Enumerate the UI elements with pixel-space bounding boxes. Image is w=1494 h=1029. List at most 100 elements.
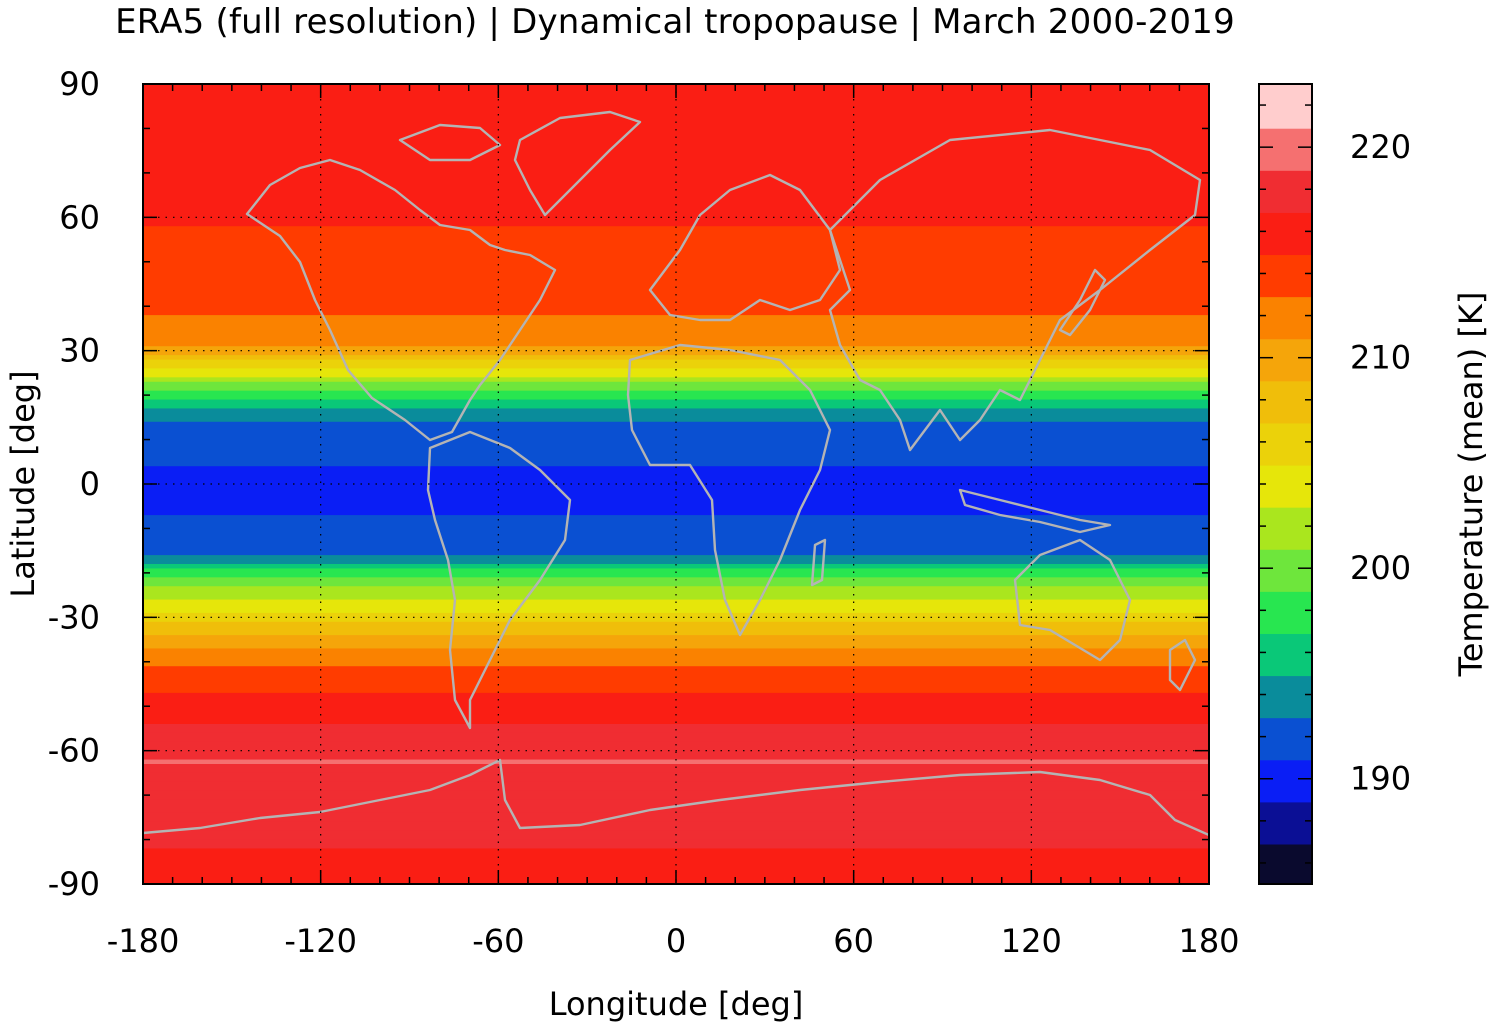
temperature-strip <box>143 755 1209 761</box>
temperature-strip <box>143 346 1209 352</box>
temperature-strip <box>143 230 1209 236</box>
temperature-strip <box>143 790 1209 796</box>
coastline-japan <box>1058 268 1107 337</box>
colorbar-swatch <box>1259 212 1312 256</box>
temperature-strip <box>143 812 1209 818</box>
x-tick-label: 60 <box>833 922 874 960</box>
temperature-strip <box>143 190 1209 196</box>
temperature-strip <box>143 150 1209 156</box>
coastline-south-america <box>426 430 572 730</box>
temperature-strip <box>143 746 1209 752</box>
y-tick-label: 60 <box>59 198 100 236</box>
coastline-madagascar <box>810 538 827 587</box>
temperature-strip <box>143 488 1209 494</box>
temperature-strip <box>143 266 1209 272</box>
temperature-strip <box>143 759 1209 765</box>
temperature-strip <box>143 648 1209 654</box>
temperature-strip <box>143 808 1209 814</box>
temperature-strip <box>143 386 1209 392</box>
temperature-strip <box>143 186 1209 192</box>
temperature-strip <box>143 177 1209 183</box>
temperature-strip <box>143 724 1209 730</box>
temperature-strip <box>143 124 1209 130</box>
temperature-strip <box>143 310 1209 316</box>
temperature-strip <box>143 408 1209 414</box>
colorbar-swatch <box>1259 296 1312 340</box>
temperature-strip <box>143 670 1209 676</box>
temperature-strip <box>143 786 1209 792</box>
coastline-asia <box>828 128 1202 452</box>
colorbar-swatch <box>1259 759 1312 803</box>
temperature-strip <box>143 639 1209 645</box>
temperature-strip <box>143 439 1209 445</box>
temperature-strip <box>143 777 1209 783</box>
colorbar-tick-label: 190 <box>1350 760 1411 798</box>
temperature-strip <box>143 799 1209 805</box>
temperature-strip <box>143 426 1209 432</box>
temperature-strip <box>143 377 1209 383</box>
temperature-strip <box>143 821 1209 827</box>
colorbar-swatch <box>1259 675 1312 719</box>
temperature-strip <box>143 586 1209 592</box>
temperature-strip <box>143 537 1209 543</box>
temperature-strip <box>143 492 1209 498</box>
temperature-strip <box>143 159 1209 165</box>
coastline-indonesia <box>958 488 1112 534</box>
coastline-australia <box>1013 538 1132 662</box>
axis-ticks <box>142 83 1210 885</box>
temperature-strip <box>143 568 1209 574</box>
temperature-strip <box>143 115 1209 121</box>
temperature-strip <box>143 226 1209 232</box>
temperature-strip <box>143 324 1209 330</box>
temperature-strip <box>143 484 1209 490</box>
temperature-strip <box>143 595 1209 601</box>
colorbar-swatch <box>1259 84 1312 129</box>
temperature-strip <box>143 581 1209 587</box>
temperature-strip <box>143 679 1209 685</box>
temperature-strip <box>143 466 1209 472</box>
temperature-strip <box>143 244 1209 250</box>
colorbar-swatch <box>1259 717 1312 761</box>
coastline-arctic-islands <box>398 123 502 162</box>
temperature-strip <box>143 257 1209 263</box>
temperature-strip <box>143 364 1209 370</box>
temperature-strip <box>143 630 1209 636</box>
coastline-antarctica <box>143 758 1209 837</box>
y-tick-label: 0 <box>80 465 100 503</box>
y-tick-label: 30 <box>59 332 100 370</box>
temperature-strip <box>143 852 1209 858</box>
temperature-strip <box>143 421 1209 427</box>
colorbar <box>1258 83 1313 885</box>
temperature-strip <box>143 235 1209 241</box>
temperature-strip <box>143 666 1209 672</box>
temperature-strip <box>143 510 1209 516</box>
temperature-strip <box>143 541 1209 547</box>
temperature-strip <box>143 132 1209 138</box>
colorbar-swatch <box>1259 170 1312 213</box>
colorbar-swatch <box>1259 801 1312 845</box>
colorbar-swatch <box>1259 338 1312 382</box>
temperature-strip <box>143 355 1209 361</box>
temperature-strip <box>143 430 1209 436</box>
temperature-strip <box>143 350 1209 356</box>
colorbar-swatch <box>1259 507 1312 550</box>
temperature-strip <box>143 297 1209 303</box>
temperature-strip <box>143 612 1209 618</box>
temperature-strip <box>143 519 1209 525</box>
coastline-africa <box>626 343 832 637</box>
temperature-strip <box>143 137 1209 143</box>
temperature-strip <box>143 692 1209 698</box>
temperature-strip <box>143 204 1209 210</box>
colorbar-label: Temperature (mean) [K] <box>1452 292 1490 678</box>
x-tick-labels: -180 -120 -60 0 60 120 180 <box>107 922 1240 960</box>
temperature-strip <box>143 710 1209 716</box>
x-tick-label: 120 <box>1001 922 1062 960</box>
temperature-strip <box>143 844 1209 850</box>
temperature-strip <box>143 684 1209 690</box>
colorbar-swatch <box>1259 844 1312 885</box>
temperature-strip <box>143 826 1209 832</box>
temperature-strip <box>143 181 1209 187</box>
temperature-strip <box>143 270 1209 276</box>
temperature-strip <box>143 866 1209 872</box>
